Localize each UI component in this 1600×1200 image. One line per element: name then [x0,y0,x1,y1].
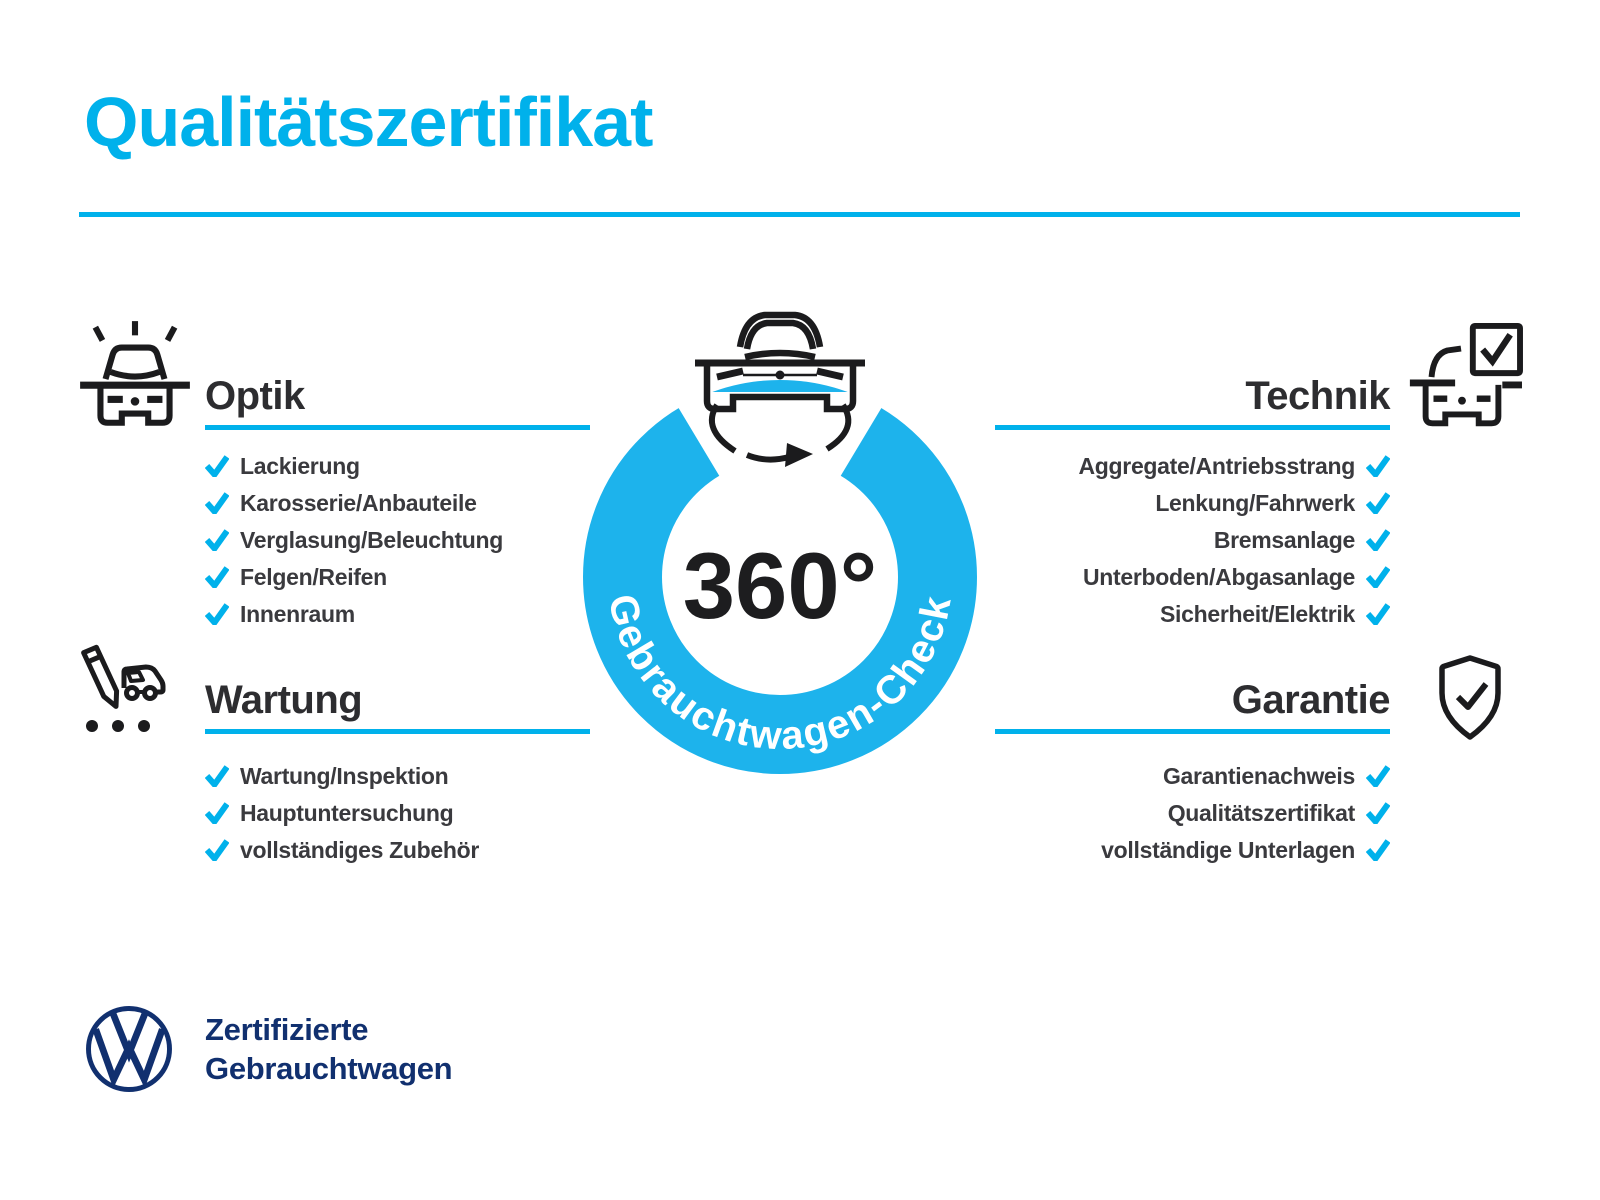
list-item-label: Verglasung/Beleuchtung [240,526,504,553]
list-item: Qualitätszertifikat [995,799,1390,826]
car-shine-icon [74,314,196,438]
check-icon [205,603,229,625]
check-icon [1366,529,1390,551]
footer-claim-line2: Gebrauchtwagen [205,1051,453,1086]
check-icon [205,765,229,787]
technik-underline [995,425,1390,430]
list-item: Karosserie/Anbauteile [205,489,590,516]
list-item-label: Garantienachweis [1162,762,1355,789]
section-garantie: Garantie Garantienachweis Qualitätszerti… [995,676,1391,863]
check-icon [205,455,229,477]
car-checkbox-icon [1398,322,1526,440]
check-icon [1366,455,1390,477]
technik-checklist: Aggregate/Antriebsstrang Lenkung/Fahrwer… [995,452,1390,627]
list-item: Sicherheit/Elektrik [995,600,1390,627]
vw-logo [84,1004,174,1099]
list-item-label: Wartung/Inspektion [240,762,449,789]
section-optik: Optik Lackierung Karosserie/Anbauteile V… [205,372,590,627]
check-icon [1366,492,1390,514]
check-icon [205,802,229,824]
list-item: Felgen/Reifen [205,563,590,590]
check-icon [205,566,229,588]
list-item-label: vollständiges Zubehör [240,836,480,863]
list-item-label: Karosserie/Anbauteile [240,489,477,516]
pencil-car-icon [76,642,174,742]
list-item-label: Bremsanlage [1213,526,1355,553]
list-item: Hauptuntersuchung [205,799,590,826]
check-icon [1366,566,1390,588]
footer-claim: Zertifizierte Gebrauchtwagen [205,1010,453,1088]
title-divider-line [79,212,1520,217]
list-item-label: Lackierung [240,452,360,479]
check-icon [1366,802,1390,824]
section-technik: Technik Aggregate/Antriebsstrang Lenkung… [995,372,1391,627]
badge-360-check: Gebrauchtwagen-Check 360° [560,300,1000,785]
wartung-underline [205,729,590,734]
list-item: Lackierung [205,452,590,479]
wartung-heading: Wartung [205,678,363,722]
list-item: Wartung/Inspektion [205,762,590,789]
garantie-underline [995,729,1390,734]
section-wartung: Wartung Wartung/Inspektion Hauptuntersuc… [205,676,590,863]
list-item-label: vollständige Unterlagen [1101,836,1355,863]
list-item: Unterboden/Abgasanlage [995,563,1390,590]
list-item-label: Unterboden/Abgasanlage [1083,563,1355,590]
shield-check-icon [1432,652,1508,744]
list-item: Garantienachweis [995,762,1390,789]
list-item: Verglasung/Beleuchtung [205,526,590,553]
list-item: vollständige Unterlagen [995,836,1390,863]
list-item-label: Innenraum [240,600,355,627]
check-icon [1366,765,1390,787]
page-title: Qualitätszertifikat [84,83,653,161]
garantie-checklist: Garantienachweis Qualitätszertifikat vol… [995,762,1390,863]
garantie-heading: Garantie [1231,678,1391,722]
check-icon [1366,603,1390,625]
list-item: Innenraum [205,600,590,627]
list-item: Bremsanlage [995,526,1390,553]
wartung-checklist: Wartung/Inspektion Hauptuntersuchung vol… [205,762,590,863]
footer-claim-line1: Zertifizierte [205,1012,369,1047]
list-item-label: Aggregate/Antriebsstrang [1078,452,1355,479]
list-item-label: Lenkung/Fahrwerk [1155,489,1355,516]
technik-heading: Technik [1245,374,1390,418]
check-icon [205,492,229,514]
list-item: Aggregate/Antriebsstrang [995,452,1390,479]
check-icon [205,529,229,551]
check-icon [1366,839,1390,861]
optik-underline [205,425,590,430]
check-icon [205,839,229,861]
optik-heading: Optik [205,374,305,418]
car-rotation-icon [695,311,865,467]
list-item-label: Sicherheit/Elektrik [1160,600,1355,627]
list-item: vollständiges Zubehör [205,836,590,863]
list-item: Lenkung/Fahrwerk [995,489,1390,516]
list-item-label: Felgen/Reifen [240,563,387,590]
list-item-label: Hauptuntersuchung [240,799,454,826]
optik-checklist: Lackierung Karosserie/Anbauteile Verglas… [205,452,590,627]
list-item-label: Qualitätszertifikat [1167,799,1356,826]
badge-degrees: 360° [683,533,877,638]
